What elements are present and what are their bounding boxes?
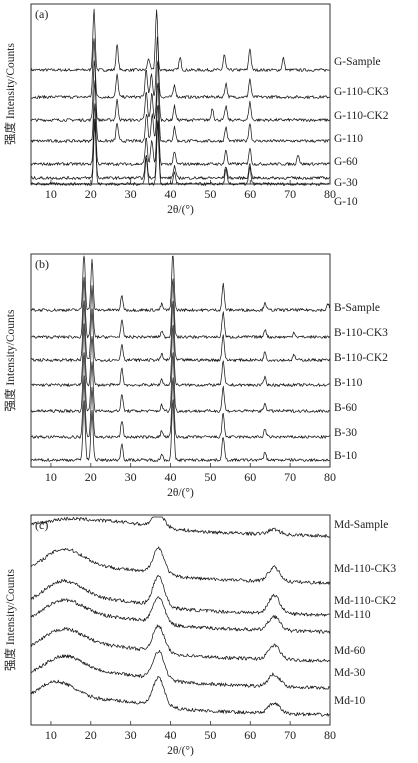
series-line-g-110-ck3 (30, 36, 330, 99)
series-line-b-110-ck3 (30, 276, 330, 339)
series-line-g-sample (30, 8, 330, 72)
series-label: Md-110-CK3 (334, 563, 396, 575)
x-tick-label: 30 (125, 728, 137, 742)
series-line-b-sample (30, 255, 330, 312)
series-label: Md-10 (334, 695, 366, 707)
plot-frame (30, 514, 331, 726)
series-line-g-10 (30, 118, 330, 180)
x-tick-label: 20 (85, 470, 97, 484)
x-tick-label: 40 (165, 470, 177, 484)
x-tick-label: 60 (244, 728, 256, 742)
x-tick-label: 80 (324, 470, 336, 484)
series-label: G-30 (334, 177, 358, 189)
x-tick-label: 80 (324, 728, 336, 742)
y-axis-label: 强度 Intensity/Counts (3, 43, 17, 145)
series-line-b-10 (30, 399, 330, 462)
series-line-md-110-ck2 (30, 574, 330, 617)
series-label: B-110 (334, 377, 363, 389)
series-label: Md-30 (334, 667, 366, 679)
plot-frame (30, 253, 331, 468)
x-axis-label: 2θ/(°) (167, 204, 194, 216)
series-label: B-60 (334, 402, 357, 414)
series-line-g-30 (30, 123, 330, 186)
series-label: B-30 (334, 427, 357, 439)
x-axis-label: 2θ/(°) (167, 745, 194, 757)
x-tick-label: 80 (324, 187, 336, 201)
series-label: B-10 (334, 450, 357, 462)
x-tick-label: 10 (45, 728, 57, 742)
series-line-md-110 (30, 596, 330, 634)
y-axis-label: 强度 Intensity/Counts (3, 569, 17, 671)
x-tick-label: 40 (165, 187, 177, 201)
panel-label: (b) (35, 257, 49, 271)
series-label: G-110 (334, 133, 363, 145)
series-line-md-30 (30, 650, 330, 690)
y-axis-label: 强度 Intensity/Counts (3, 309, 17, 411)
x-tick-label: 70 (284, 470, 296, 484)
panel-2: (c) 10 20 30 40 50 60 70 80 2θ/(°) 强度 Intensity/Co… (3, 514, 396, 757)
x-tick-label: 60 (244, 470, 256, 484)
panel-label: (c) (35, 518, 48, 532)
panel-0: (a) 10 20 30 40 50 60 70 80 2θ/(°) 强度 Intensity/Co… (3, 3, 389, 216)
plot-frame (30, 3, 331, 185)
series-line-b-60 (30, 352, 330, 413)
x-tick-label: 20 (85, 187, 97, 201)
series-label: Md-110-CK2 (334, 595, 396, 607)
series-label: G-10 (334, 196, 358, 208)
x-tick-label: 50 (204, 728, 216, 742)
series-line-md-110-ck3 (30, 546, 330, 585)
series-label: G-110-CK2 (334, 110, 389, 122)
series-label: Md-60 (334, 645, 366, 657)
series-line-b-30 (31, 375, 330, 439)
x-tick-label: 30 (125, 187, 137, 201)
x-tick-label: 30 (125, 470, 137, 484)
series-label: Md-Sample (334, 519, 388, 531)
series-line-g-110 (30, 80, 330, 143)
series-label: B-Sample (334, 302, 380, 314)
series-label: B-110-CK3 (334, 327, 388, 339)
panel-1: (b) 10 20 30 40 50 60 70 80 2θ/(°) 强度 Intensity/Co… (3, 253, 388, 499)
series-label: Md-110 (334, 609, 371, 621)
x-tick-label: 70 (284, 187, 296, 201)
series-label: G-60 (334, 156, 358, 168)
x-tick-label: 50 (204, 470, 216, 484)
series-label: G-110-CK3 (334, 86, 389, 98)
x-tick-label: 60 (244, 187, 256, 201)
x-tick-label: 40 (165, 728, 177, 742)
series-line-b-110 (30, 323, 330, 387)
series-label: B-110-CK2 (334, 352, 388, 364)
x-tick-label: 20 (85, 728, 97, 742)
series-line-b-110-ck2 (30, 300, 330, 362)
panel-label: (a) (35, 7, 48, 21)
x-tick-label: 70 (284, 728, 296, 742)
x-tick-label: 50 (204, 187, 216, 201)
series-line-md-60 (30, 624, 330, 663)
series-line-md-sample (31, 516, 330, 538)
x-tick-label: 10 (45, 470, 57, 484)
x-axis-label: 2θ/(°) (167, 487, 194, 499)
series-label: G-Sample (334, 56, 381, 68)
series-line-md-10 (30, 675, 330, 717)
series-line-g-110-ck2 (30, 60, 330, 122)
series-line-g-60 (30, 103, 330, 166)
x-tick-label: 10 (45, 187, 57, 201)
